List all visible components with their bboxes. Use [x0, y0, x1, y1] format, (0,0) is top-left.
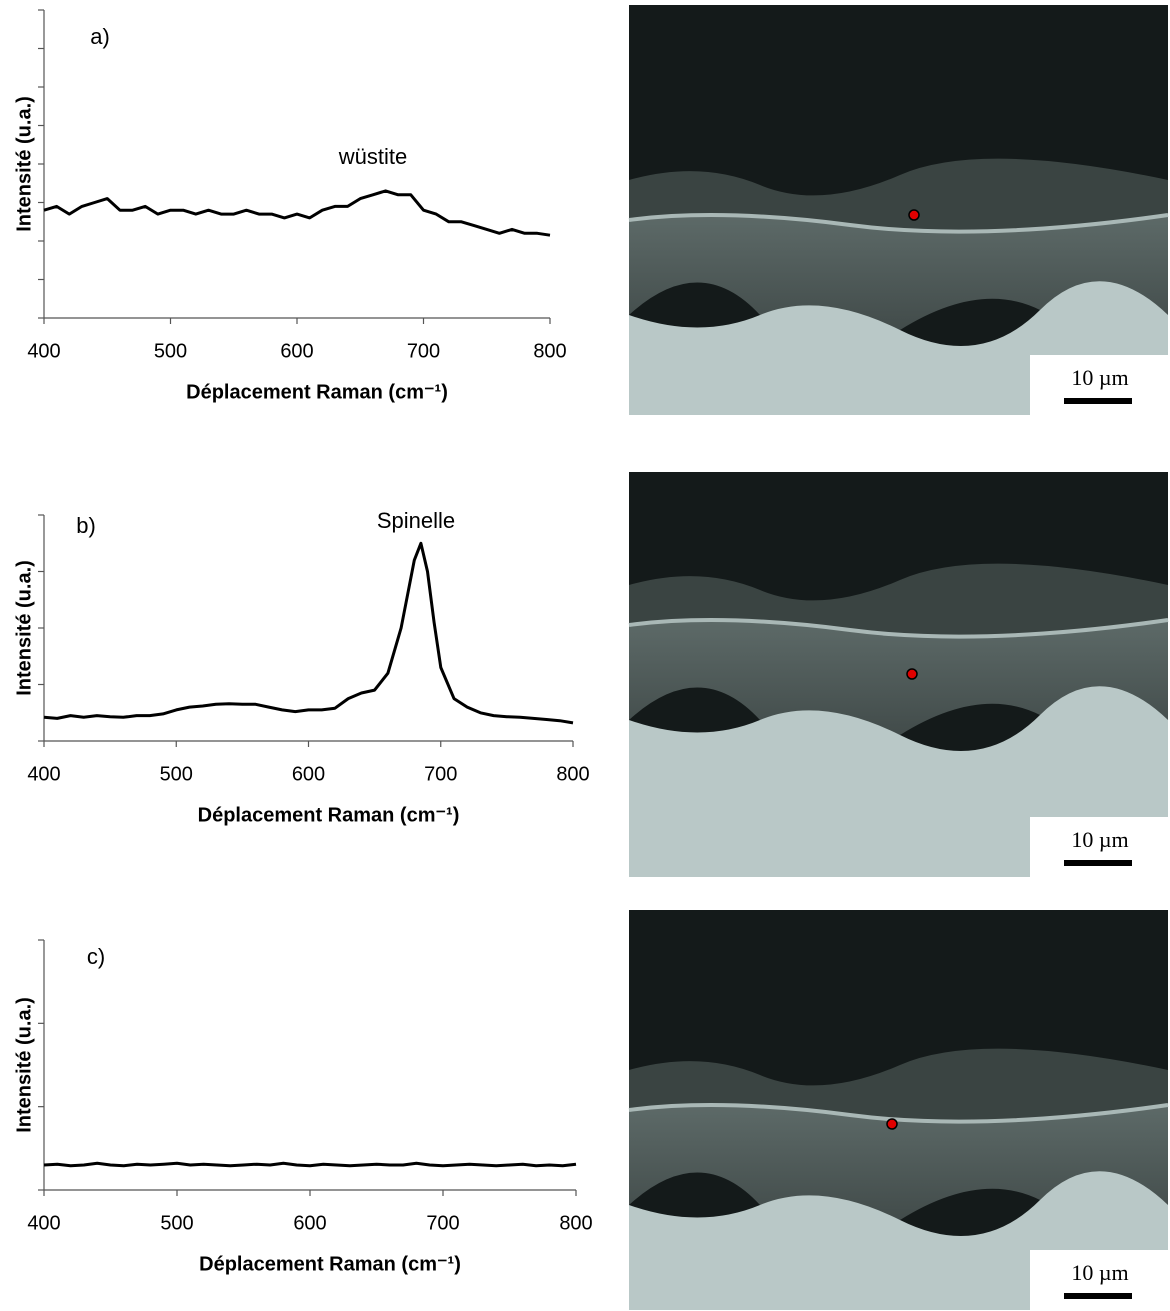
scale-bar-label: 10 µm — [1071, 365, 1128, 390]
x-axis-title: Déplacement Raman (cm⁻¹) — [198, 804, 460, 826]
scale-bar — [1064, 860, 1132, 866]
y-axis-title: Intensité (u.a.) — [13, 560, 35, 696]
x-tick-label: 400 — [27, 763, 60, 785]
oxide-outer — [629, 563, 1168, 635]
x-tick-label: 500 — [160, 763, 193, 785]
x-tick-label: 800 — [559, 1212, 592, 1234]
analysis-point — [906, 668, 918, 680]
panel-label: c) — [87, 944, 105, 969]
scale-bar-box — [1030, 1250, 1168, 1310]
y-axis-title: Intensité (u.a.) — [13, 96, 35, 232]
x-tick-label: 600 — [280, 340, 313, 362]
scale-bar-box — [1030, 817, 1168, 877]
spectrum-line — [43, 1161, 577, 1168]
x-tick-label: 700 — [424, 763, 457, 785]
spectrum-line — [43, 189, 551, 237]
x-tick-label: 400 — [27, 1212, 60, 1234]
peak-annotation: Spinelle — [377, 508, 455, 533]
panel-label: b) — [76, 513, 96, 538]
bright-seam — [628, 618, 1169, 639]
x-tick-label: 800 — [556, 763, 589, 785]
x-tick-label: 400 — [27, 340, 60, 362]
bright-seam — [628, 213, 1169, 234]
x-tick-label: 800 — [533, 340, 566, 362]
panel-label: a) — [90, 24, 110, 49]
x-tick-label: 700 — [407, 340, 440, 362]
x-tick-label: 600 — [293, 1212, 326, 1234]
x-axis-title: Déplacement Raman (cm⁻¹) — [199, 1253, 461, 1275]
x-axis-title: Déplacement Raman (cm⁻¹) — [186, 381, 448, 403]
analysis-point — [886, 1118, 898, 1130]
scale-bar — [1064, 1293, 1132, 1299]
x-tick-label: 500 — [160, 1212, 193, 1234]
scale-bar-label: 10 µm — [1071, 1260, 1128, 1285]
spectrum-line — [43, 541, 574, 725]
scale-bar-label: 10 µm — [1071, 827, 1128, 852]
x-tick-label: 500 — [154, 340, 187, 362]
oxide-outer — [629, 1048, 1168, 1120]
scale-bar-box — [1030, 355, 1168, 415]
analysis-point — [908, 209, 920, 221]
oxide-outer — [629, 158, 1168, 230]
y-axis-title: Intensité (u.a.) — [13, 997, 35, 1133]
x-tick-label: 700 — [426, 1212, 459, 1234]
x-tick-label: 600 — [292, 763, 325, 785]
scale-bar — [1064, 398, 1132, 404]
peak-annotation: wüstite — [338, 144, 407, 169]
bright-seam — [628, 1103, 1169, 1124]
